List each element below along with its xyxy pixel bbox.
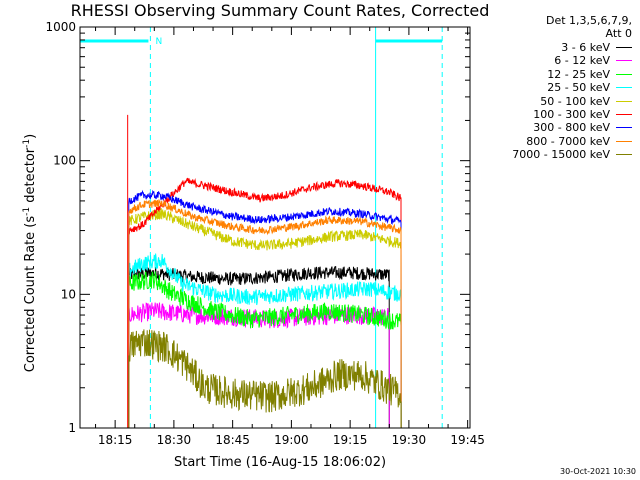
legend-label-5: 100 - 300 keV — [533, 108, 610, 121]
legend-entry-8: 7000 - 15000 keV — [512, 148, 632, 161]
legend-swatch-8 — [616, 154, 632, 156]
ticks-layer: 18:15 18:30 18:45 19:00 19:15 19:30 19:45 1 10 10… — [45, 20, 484, 447]
series-line-4 — [128, 207, 402, 429]
legend-swatch-2 — [616, 73, 632, 75]
x-axis-label: Start Time (16-Aug-15 18:06:02) — [173, 455, 387, 470]
legend-entry-6: 300 - 800 keV — [533, 121, 632, 134]
legend-entry-3: 25 - 50 keV — [547, 81, 632, 94]
y-axis-label-exp-2: -1 — [21, 138, 32, 148]
legend-entry-2: 12 - 25 keV — [547, 68, 632, 81]
series-layer — [127, 114, 402, 429]
legend-label-8: 7000 - 15000 keV — [512, 148, 610, 162]
legend-label-0: 3 - 6 keV — [561, 41, 610, 54]
y-tick-label-2: 100 — [53, 154, 76, 168]
y-axis-label-exp-1: -1 — [21, 206, 32, 216]
legend-entry-0: 3 - 6 keV — [561, 41, 632, 54]
legend-label-1: 6 - 12 keV — [554, 54, 610, 68]
x-tick-label-0: 18:15 — [98, 433, 133, 447]
x-tick-label-2: 18:45 — [215, 433, 250, 447]
legend-label-2: 12 - 25 keV — [547, 67, 610, 81]
annotation-0: N — [156, 37, 163, 47]
x-tick-label-3: 19:00 — [274, 433, 309, 447]
legend-swatch-7 — [616, 140, 632, 142]
series-line-8 — [128, 329, 402, 429]
chart-title: RHESSI Observing Summary Count Rates, Co… — [70, 1, 490, 20]
legend-label-4: 50 - 100 keV — [540, 94, 610, 108]
series-line-7 — [128, 199, 402, 429]
legend-swatch-4 — [616, 100, 632, 102]
legend-entry-4: 50 - 100 keV — [540, 95, 632, 108]
x-tick-label-4: 19:15 — [333, 433, 368, 447]
legend-swatch-6 — [616, 127, 632, 129]
legend-entry-1: 6 - 12 keV — [554, 54, 632, 67]
x-tick-label-6: 19:45 — [450, 433, 485, 447]
y-tick-label-3: 1000 — [45, 20, 76, 34]
y-axis-label-part-2: detector — [23, 147, 39, 207]
y-tick-label-1: 10 — [61, 287, 76, 301]
y-axis-label-part-1: Corrected Count Rate (s — [23, 215, 39, 373]
series-line-2 — [128, 271, 402, 429]
legend-label-6: 300 - 800 keV — [533, 121, 610, 135]
series-line-5 — [128, 177, 402, 429]
legend-header-line-1: Det 1,3,5,6,7,9, — [545, 14, 632, 27]
y-tick-label-0: 1 — [68, 421, 76, 435]
y-axis-label-part-3: ) — [23, 133, 39, 139]
x-tick-label-1: 18:30 — [157, 433, 192, 447]
y-axis-label: Corrected Count Rate (s-1 detector-1) — [22, 134, 38, 372]
legend-swatch-3 — [616, 87, 632, 89]
series-line-3 — [128, 253, 402, 429]
axes-layer — [79, 26, 471, 429]
legend-label-7: 800 - 7000 keV — [526, 134, 610, 148]
legend-header: Det 1,3,5,6,7,9, Att 0 — [546, 14, 632, 40]
legend-swatch-0 — [616, 47, 632, 48]
legend-entry-5: 100 - 300 keV — [533, 108, 632, 121]
legend-header-line-2: Att 0 — [605, 27, 632, 40]
legend-swatch-1 — [616, 60, 632, 62]
legend-swatch-5 — [616, 114, 632, 115]
legend-entry-7: 800 - 7000 keV — [526, 135, 632, 148]
plot-frame — [79, 26, 471, 429]
x-tick-label-5: 19:30 — [392, 433, 427, 447]
legend-label-3: 25 - 50 keV — [547, 81, 610, 95]
footer-timestamp: 30-Oct-2021 10:30 — [560, 467, 636, 476]
series-line-6 — [128, 189, 402, 429]
